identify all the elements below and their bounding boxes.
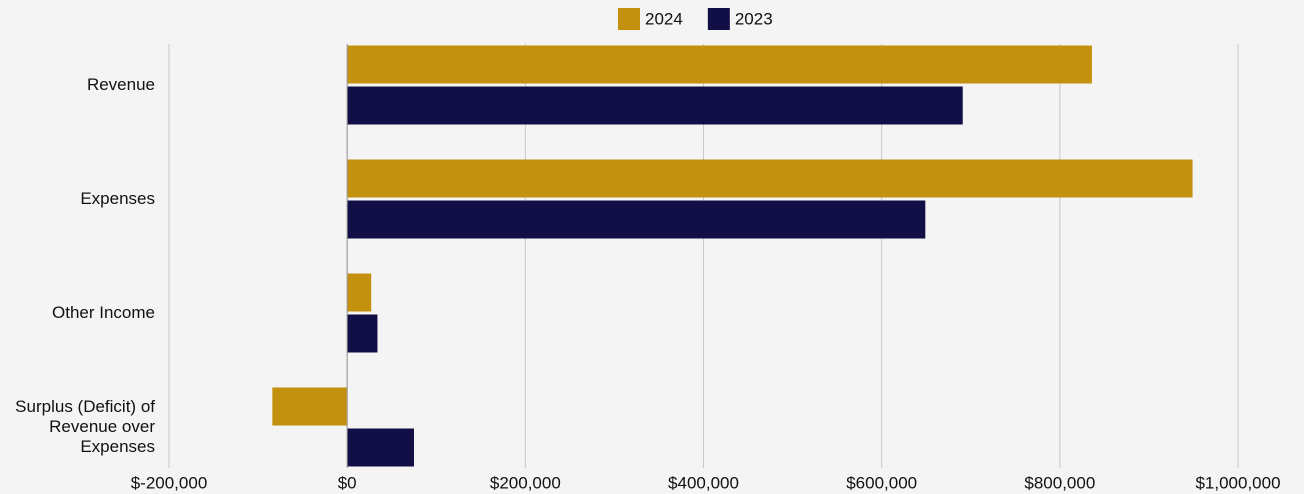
x-tick-label: $400,000 (668, 473, 739, 492)
legend-label: 2024 (645, 9, 683, 28)
bar (347, 45, 1092, 84)
x-tick-label: $600,000 (846, 473, 917, 492)
x-tick-label: $200,000 (490, 473, 561, 492)
bar (347, 273, 372, 312)
legend-label: 2023 (735, 9, 773, 28)
bar (347, 428, 414, 467)
y-tick-label: Expenses (80, 189, 155, 208)
bar (347, 86, 963, 125)
bar (272, 387, 348, 426)
x-tick-label: $-200,000 (131, 473, 208, 492)
y-tick-label: Surplus (Deficit) of Revenue over Expens… (15, 397, 155, 456)
legend-swatch (618, 8, 640, 30)
bar (347, 200, 926, 239)
x-tick-label: $0 (338, 473, 357, 492)
x-tick-label: $1,000,000 (1195, 473, 1280, 492)
bar (347, 159, 1193, 198)
y-tick-label: Other Income (52, 303, 155, 322)
bar (347, 314, 378, 353)
y-tick-label: Revenue (86, 75, 155, 94)
x-tick-label: $800,000 (1024, 473, 1095, 492)
legend-swatch (707, 8, 730, 30)
